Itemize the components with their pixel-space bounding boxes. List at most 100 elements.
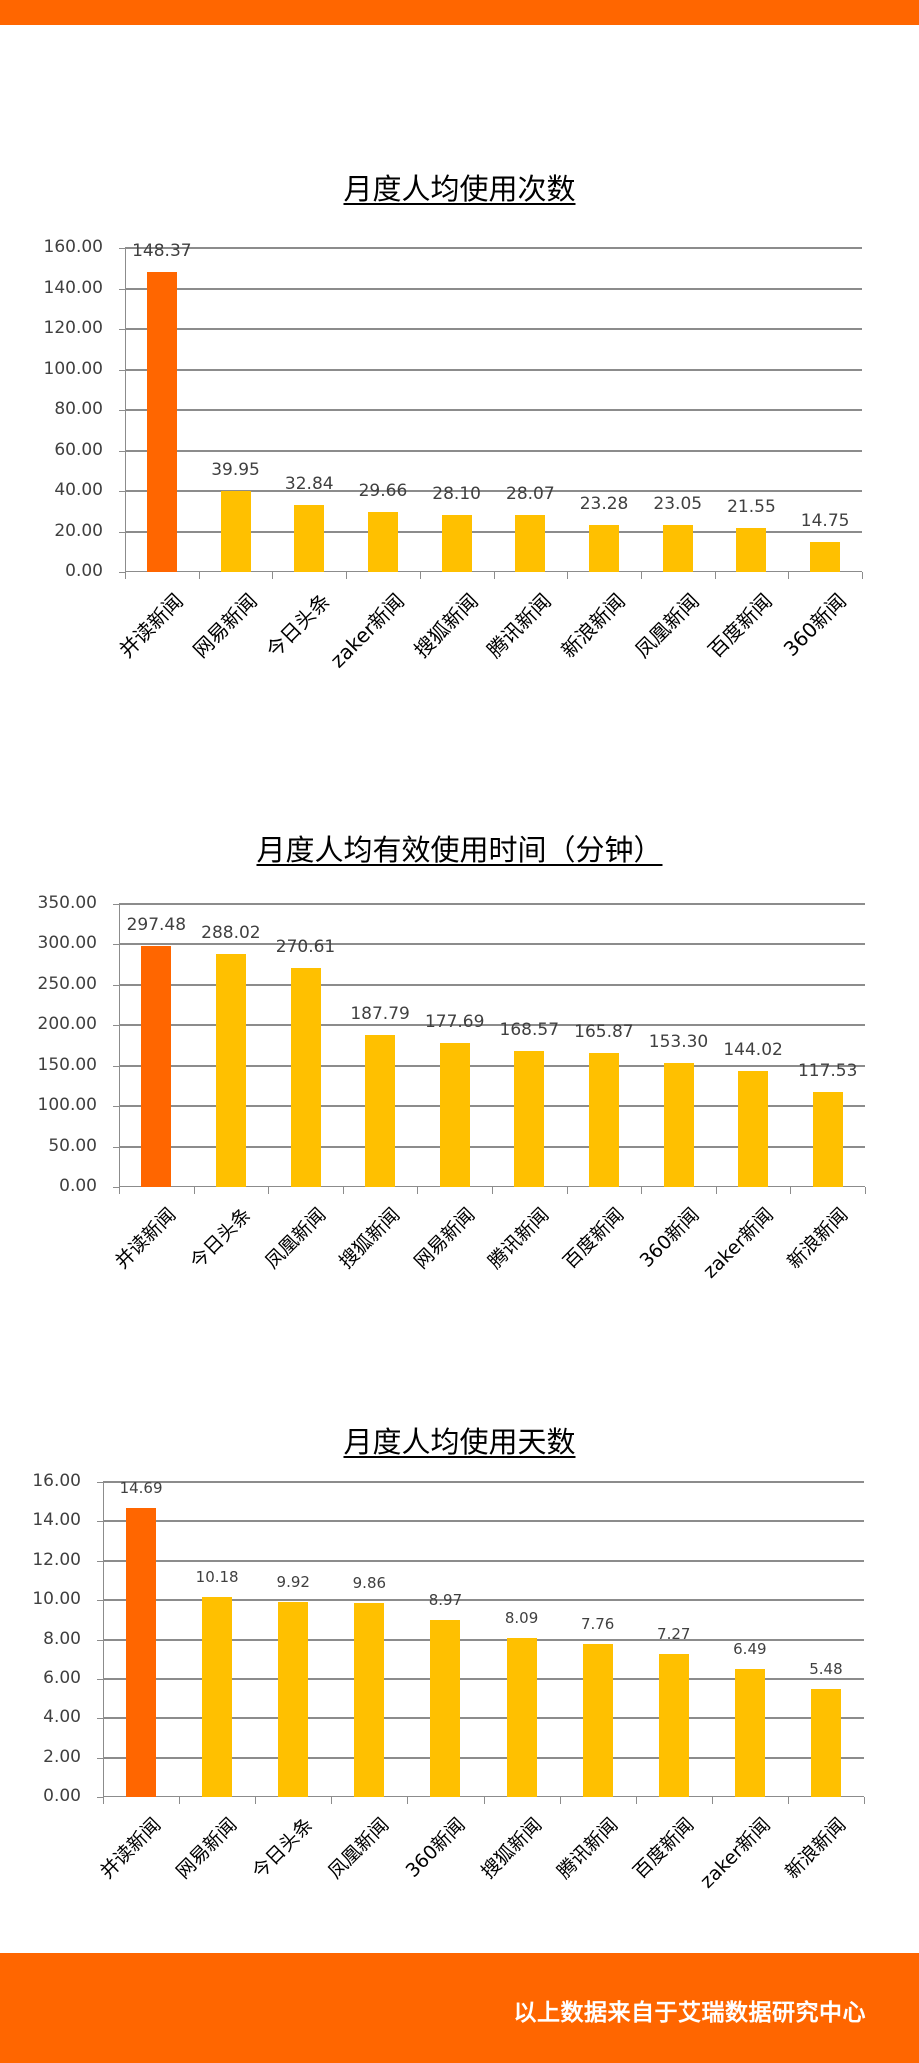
bar: [290, 968, 321, 1187]
y-tick-mark: [113, 1025, 119, 1027]
x-tick-mark: [483, 1797, 485, 1804]
y-tick-label: 100.00: [37, 1095, 97, 1116]
x-category-label: 新浪新闻: [556, 588, 630, 663]
x-tick-mark: [272, 572, 274, 579]
bar-value-label: 7.27: [657, 1624, 691, 1643]
y-tick-label: 100.00: [43, 358, 103, 379]
y-axis-line: [103, 1482, 104, 1797]
y-tick-mark: [113, 1146, 119, 1148]
bar-value-label: 14.75: [800, 511, 850, 532]
bar-value-label: 8.97: [428, 1591, 463, 1610]
x-category-label: 凤凰新闻: [260, 1203, 330, 1274]
gridline: [103, 1599, 864, 1602]
x-tick-mark: [715, 1187, 717, 1194]
gridline: [125, 247, 862, 249]
bar: [588, 1052, 619, 1187]
gridline: [125, 449, 862, 452]
bar: [662, 525, 693, 572]
y-tick-label: 2.00: [43, 1746, 81, 1767]
x-tick-mark: [559, 1797, 561, 1804]
bar-value-label: 32.84: [284, 474, 334, 495]
gridline: [119, 983, 865, 986]
bar: [430, 1620, 461, 1797]
x-category-label: 并读新闻: [96, 1813, 166, 1884]
bar: [141, 946, 172, 1187]
plot-area: 0.00 50.00 100.00 150.00 200.00 250.00 300.00 3…: [38, 893, 866, 1283]
x-category-label: 新浪新闻: [781, 1813, 851, 1884]
gridline: [119, 1024, 865, 1027]
y-tick-label: 120.00: [43, 318, 103, 338]
y-tick-label: 10.00: [32, 1589, 81, 1610]
bar-value-label: 9.86: [352, 1573, 387, 1592]
bar-value-label: 144.02: [723, 1039, 783, 1060]
bar-value-label: 270.61: [275, 937, 336, 958]
x-tick-mark: [788, 572, 790, 579]
x-tick-mark: [790, 1187, 792, 1194]
chart-title: 月度人均有效使用时间（分钟）: [256, 833, 663, 867]
y-tick-mark: [113, 1065, 119, 1067]
gridline: [103, 1638, 864, 1641]
y-tick-mark: [113, 944, 119, 946]
y-tick-label: 4.00: [43, 1707, 81, 1728]
y-tick-label: 16.00: [32, 1471, 81, 1491]
y-tick-mark: [97, 1560, 103, 1562]
bar: [278, 1601, 309, 1797]
gridline: [103, 1559, 864, 1562]
y-tick-mark: [97, 1521, 103, 1523]
x-category-label: zaker新闻: [325, 588, 409, 673]
y-tick-label: 350.00: [37, 893, 97, 913]
bar-value-label: 165.87: [574, 1021, 634, 1042]
y-tick-label: 80.00: [54, 399, 103, 419]
bar-value-label: 153.30: [648, 1032, 709, 1053]
x-category-label: 今日头条: [248, 1813, 318, 1884]
x-category-label: zaker新闻: [695, 1813, 775, 1893]
bar-value-label: 29.66: [358, 480, 408, 501]
y-tick-label: 0.00: [43, 1786, 81, 1806]
x-category-label: 360新闻: [635, 1203, 704, 1272]
y-tick-mark: [113, 904, 119, 905]
y-tick-mark: [119, 531, 125, 533]
x-category-label: 360新闻: [778, 588, 852, 662]
y-tick-mark: [113, 1106, 119, 1108]
gridline: [119, 903, 865, 905]
y-tick-label: 160.00: [43, 237, 103, 257]
x-tick-mark: [567, 572, 569, 579]
gridline: [103, 1520, 864, 1523]
y-tick-mark: [97, 1639, 103, 1641]
gridline: [119, 1105, 865, 1108]
y-tick-label: 12.00: [32, 1549, 81, 1570]
gridline: [103, 1796, 864, 1797]
x-tick-mark: [641, 1187, 643, 1194]
bar: [367, 511, 398, 572]
bar-value-label: 39.95: [211, 460, 260, 481]
x-tick-mark: [635, 1797, 637, 1804]
y-tick-label: 200.00: [37, 1014, 97, 1035]
bar: [738, 1070, 769, 1187]
x-tick-mark: [125, 572, 126, 579]
bar: [441, 515, 472, 572]
bar: [439, 1043, 470, 1187]
y-tick-label: 140.00: [43, 277, 103, 298]
gridline: [125, 368, 862, 371]
x-tick-mark: [346, 572, 348, 579]
x-category-label: 腾讯新闻: [552, 1813, 623, 1884]
gridline: [125, 409, 862, 411]
y-tick-mark: [119, 450, 125, 452]
gridline: [103, 1677, 864, 1680]
x-tick-mark: [711, 1797, 713, 1804]
bar: [354, 1602, 385, 1797]
x-category-label: 新浪新闻: [782, 1203, 853, 1274]
y-tick-mark: [119, 329, 125, 330]
x-category-label: 360新闻: [402, 1813, 471, 1882]
x-category-label: 网易新闻: [409, 1203, 480, 1274]
plot-area: 0.00 2.00 4.00 6.00 8.00 10.00 12.00 14.00 16.00…: [32, 1471, 865, 1893]
x-category-label: 凤凰新闻: [630, 588, 704, 663]
bar: [515, 515, 546, 572]
x-category-label: 搜狐新闻: [335, 1203, 405, 1274]
bar-value-label: 21.55: [727, 497, 776, 518]
y-tick-label: 0.00: [59, 1176, 97, 1196]
bar-value-label: 297.48: [126, 915, 187, 936]
gridline: [119, 943, 865, 946]
bar-value-label: 7.76: [580, 1615, 615, 1634]
x-tick-mark: [103, 1797, 104, 1804]
